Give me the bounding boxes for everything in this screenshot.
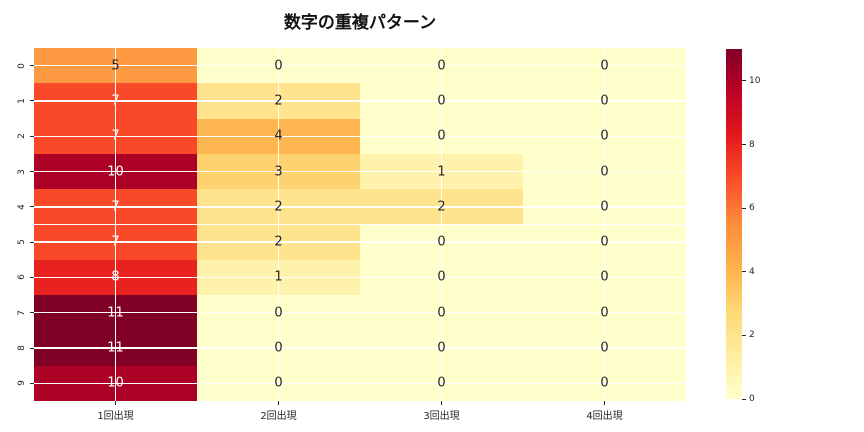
colorbar-tick-label: 6: [749, 203, 755, 214]
y-tick-label: 0: [17, 62, 27, 69]
y-tick-mark: [30, 312, 34, 314]
y-tick-label: 3: [17, 168, 27, 175]
cell-value: 7: [111, 199, 120, 215]
y-tick-mark: [30, 135, 34, 137]
cell-value: 0: [437, 269, 446, 285]
heatmap-plot: 5 0 0 0 7 2 0 0 7 4 0 0 10 3 1 0 7 2 2 0 7 2 0 0 8 1 0 0 11 0 0 0 11 0 0 0 1…: [34, 48, 686, 401]
cell-value: 11: [107, 340, 124, 356]
cell-value: 1: [274, 269, 283, 285]
cell-value: 0: [274, 58, 283, 74]
colorbar-tick-label: 8: [749, 139, 755, 150]
cell-value: 0: [437, 305, 446, 321]
h-gridline: [34, 312, 686, 314]
h-gridline: [34, 276, 686, 279]
cell-value: 2: [437, 199, 446, 215]
y-tick-mark: [30, 276, 34, 278]
y-tick-mark: [30, 171, 34, 172]
y-tick-label: 5: [17, 239, 27, 245]
cell-value: 4: [274, 128, 283, 144]
h-gridline: [34, 135, 686, 137]
cell-value: 7: [111, 234, 120, 250]
cell-value: 0: [600, 93, 609, 109]
cell-value: 0: [274, 340, 283, 356]
x-tick-mark: [278, 401, 279, 405]
colorbar-tick-label: 2: [749, 330, 755, 341]
cell-value: 0: [600, 164, 609, 179]
cell-value: 0: [274, 305, 283, 321]
cell-value: 0: [600, 305, 609, 321]
y-tick-mark: [30, 100, 34, 102]
cell-value: 0: [437, 340, 446, 356]
colorbar-tick-label: 10: [749, 75, 761, 86]
y-tick-label: 6: [17, 274, 27, 281]
cell-value: 0: [437, 375, 446, 391]
x-tick-label: 4回出現: [586, 411, 623, 422]
x-tick-label: 3回出現: [423, 411, 460, 422]
colorbar-tick-mark: [742, 334, 746, 336]
y-tick-mark: [30, 206, 34, 208]
cell-value: 0: [274, 375, 283, 391]
cell-value: 0: [600, 234, 609, 250]
h-gridline: [34, 100, 686, 102]
cell-value: 2: [274, 234, 283, 250]
cell-value: 7: [111, 128, 120, 144]
y-tick-label: 7: [17, 309, 27, 316]
colorbar: [726, 49, 742, 399]
chart-title: 数字の重複パターン: [283, 13, 437, 33]
h-gridline: [34, 206, 686, 208]
cell-value: 0: [437, 58, 446, 74]
cell-value: 0: [600, 269, 609, 285]
h-gridline: [34, 64, 686, 67]
y-tick-mark: [30, 382, 34, 384]
cell-value: 0: [600, 128, 609, 144]
y-tick-label: 2: [17, 133, 27, 140]
cell-value: 8: [111, 269, 120, 285]
cell-value: 0: [600, 199, 609, 215]
v-gridline: [440, 48, 443, 401]
colorbar-tick-mark: [742, 80, 746, 82]
h-gridline: [34, 241, 686, 243]
colorbar-tick-label: 0: [749, 394, 755, 404]
cell-value: 0: [437, 93, 446, 109]
h-gridline: [34, 382, 686, 384]
cell-value: 10: [107, 164, 124, 179]
y-tick-label: 8: [17, 345, 27, 351]
v-gridline: [277, 48, 280, 401]
colorbar-tick-label: 4: [749, 266, 755, 277]
cell-value: 0: [600, 375, 609, 391]
x-tick-mark: [115, 401, 116, 405]
y-tick-mark: [30, 241, 34, 243]
y-tick-label: 1: [17, 98, 27, 104]
x-tick-label: 2回出現: [260, 411, 297, 422]
cell-value: 7: [111, 93, 120, 109]
cell-value: 0: [437, 234, 446, 250]
y-tick-mark: [30, 347, 34, 349]
x-tick-mark: [441, 401, 442, 405]
y-tick-label: 9: [17, 380, 27, 387]
colorbar-tick-mark: [742, 398, 746, 400]
v-gridline: [114, 48, 117, 401]
y-tick-label: 4: [17, 203, 27, 210]
x-tick-label: 1回出現: [97, 411, 134, 422]
h-gridline: [34, 170, 686, 173]
colorbar-tick-mark: [742, 271, 746, 273]
x-tick-mark: [604, 401, 605, 405]
colorbar-tick-mark: [742, 144, 746, 145]
colorbar-tick-mark: [742, 207, 746, 209]
y-tick-mark: [30, 65, 34, 67]
h-gridline: [34, 347, 686, 349]
cell-value: 5: [111, 58, 120, 74]
v-gridline: [603, 48, 606, 401]
cell-value: 0: [437, 128, 446, 144]
cell-value: 11: [107, 305, 124, 321]
cell-value: 0: [600, 58, 609, 74]
cell-value: 10: [107, 375, 124, 391]
cell-value: 2: [274, 199, 283, 215]
cell-value: 0: [600, 340, 609, 356]
cell-value: 2: [274, 93, 283, 109]
cell-value: 1: [437, 164, 446, 179]
cell-value: 3: [274, 164, 283, 179]
